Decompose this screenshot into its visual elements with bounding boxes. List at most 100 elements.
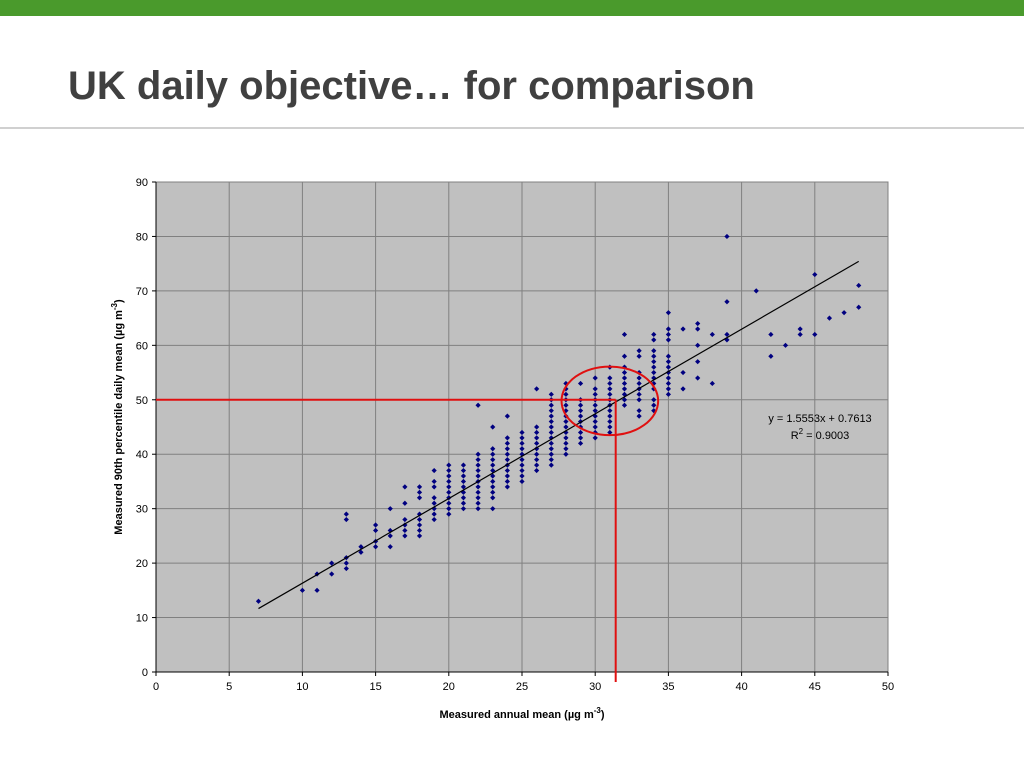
data-point	[343, 560, 349, 566]
data-point	[416, 489, 423, 495]
data-point	[636, 380, 642, 387]
data-point	[563, 386, 569, 392]
data-point	[490, 478, 496, 485]
data-point	[504, 473, 510, 479]
data-point	[416, 511, 423, 517]
data-point	[592, 402, 598, 408]
y-axis-title: Measured 90th percentile daily mean (µg …	[110, 299, 125, 535]
data-point	[563, 380, 569, 387]
data-point	[343, 511, 349, 517]
data-point	[402, 484, 408, 490]
data-point	[504, 440, 510, 446]
data-point	[460, 478, 467, 485]
data-point	[490, 457, 496, 463]
data-point	[534, 457, 540, 463]
data-point	[446, 500, 452, 506]
x-tick-label: 35	[662, 681, 674, 693]
data-point	[548, 418, 554, 425]
data-point	[490, 506, 496, 512]
data-point	[607, 418, 613, 425]
data-point	[621, 380, 628, 387]
x-tick-label: 20	[443, 681, 455, 693]
data-point	[534, 467, 540, 474]
x-tick-label: 50	[882, 681, 894, 693]
data-point	[548, 457, 554, 463]
data-point	[548, 391, 554, 397]
data-point	[651, 353, 657, 359]
data-point	[431, 495, 437, 501]
data-point	[563, 418, 569, 425]
data-point	[548, 446, 554, 452]
r-squared-label: R2 = 0.9003	[791, 427, 850, 442]
data-point	[577, 440, 584, 446]
data-point	[563, 435, 569, 441]
x-axis-title: Measured annual mean (µg m-3)	[439, 706, 604, 721]
data-point	[695, 326, 701, 332]
data-point	[856, 304, 862, 310]
data-point	[416, 527, 423, 534]
data-point	[460, 462, 467, 468]
data-point	[563, 402, 569, 408]
data-point	[475, 451, 481, 457]
data-point	[519, 446, 525, 452]
data-point	[563, 391, 569, 397]
trendline-equation: y = 1.5553x + 0.7613	[768, 413, 871, 425]
data-point	[665, 326, 671, 332]
data-point	[577, 435, 584, 441]
top-accent-bar	[0, 0, 1024, 16]
data-point	[563, 429, 569, 436]
data-point	[460, 500, 467, 506]
data-point	[607, 386, 613, 392]
data-point	[504, 435, 510, 441]
x-tick-label: 5	[226, 681, 232, 693]
data-point	[490, 467, 496, 474]
data-point	[651, 331, 657, 338]
data-point	[592, 418, 598, 425]
data-point	[577, 418, 584, 425]
data-point	[534, 429, 540, 436]
data-point	[709, 380, 715, 387]
data-point	[446, 478, 452, 485]
data-point	[548, 402, 554, 408]
data-point	[548, 440, 554, 446]
data-point	[416, 516, 423, 523]
y-tick-label: 90	[136, 177, 148, 189]
x-tick-label: 30	[589, 681, 601, 693]
data-point	[475, 484, 481, 490]
data-point	[446, 467, 452, 474]
data-point	[519, 478, 525, 485]
data-point	[373, 544, 379, 550]
data-point	[563, 446, 569, 452]
axis-ticks: 0 5 10 15 20 25 30 35 40 45 50 0 10 20 30 40 50 60 70 80 90	[136, 177, 894, 693]
data-point	[475, 467, 481, 474]
data-point	[519, 457, 525, 463]
data-point	[504, 446, 510, 452]
x-tick-label: 40	[735, 681, 747, 693]
data-point	[490, 446, 496, 452]
slide-title: UK daily objective… for comparison	[68, 64, 755, 108]
data-point	[577, 408, 584, 414]
data-point	[665, 331, 671, 338]
data-point	[563, 440, 569, 446]
data-point	[387, 506, 393, 512]
data-point	[548, 413, 554, 419]
data-point	[519, 467, 525, 474]
data-point	[446, 473, 452, 479]
data-point	[607, 424, 613, 430]
highlight-circle	[560, 365, 660, 437]
data-point	[724, 299, 730, 305]
data-point	[636, 375, 642, 381]
data-point	[607, 429, 613, 436]
data-point	[343, 516, 349, 523]
data-point	[534, 440, 540, 446]
data-point	[724, 331, 730, 338]
data-point	[607, 391, 613, 397]
data-point	[431, 516, 437, 523]
data-point	[563, 408, 569, 414]
data-point	[431, 467, 437, 474]
y-tick-label: 40	[136, 449, 148, 461]
data-point	[475, 462, 481, 468]
data-point	[504, 467, 510, 474]
data-point	[358, 544, 364, 550]
data-point	[534, 435, 540, 441]
